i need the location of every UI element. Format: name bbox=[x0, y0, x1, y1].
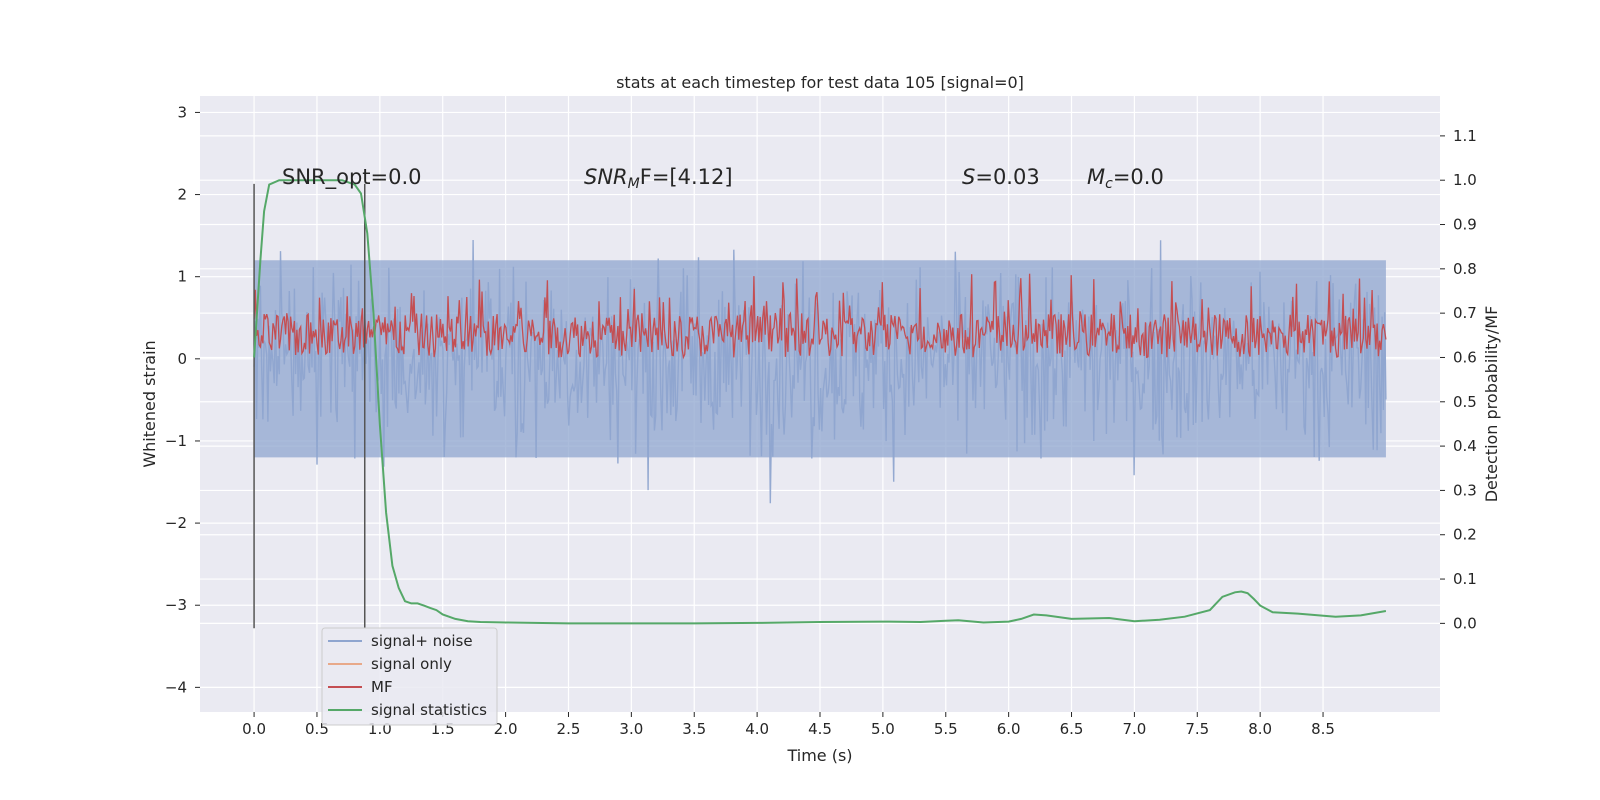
legend: signal+ noise signal only MF signal stat… bbox=[321, 627, 498, 726]
x-tick-label-12: 6.0 bbox=[997, 720, 1021, 738]
y-left-tick-label-7: −4 bbox=[165, 678, 187, 696]
x-tick-label-14: 7.0 bbox=[1122, 720, 1146, 738]
y-right-tick-label-0: 1.1 bbox=[1453, 127, 1477, 145]
y-right-tick-label-3: 0.8 bbox=[1453, 260, 1477, 278]
mc-sub: c bbox=[1105, 176, 1113, 192]
mc-rest: =0.0 bbox=[1113, 165, 1164, 189]
series-line-signal-statistics bbox=[253, 179, 1387, 625]
mc-symbol: M bbox=[1087, 165, 1105, 189]
legend-label-signal-noise: signal+ noise bbox=[371, 632, 473, 650]
x-tick-label-0: 0.0 bbox=[242, 720, 266, 738]
vertical-lines bbox=[253, 183, 366, 629]
y-right-tick-label-1: 1.0 bbox=[1453, 171, 1477, 189]
x-tick-label-9: 4.5 bbox=[808, 720, 832, 738]
x-tick-label-15: 7.5 bbox=[1185, 720, 1209, 738]
y-left-tick-label-6: −3 bbox=[165, 596, 187, 614]
y-right-tick-label-6: 0.5 bbox=[1453, 393, 1477, 411]
legend-label-signal-statistics: signal statistics bbox=[371, 701, 487, 719]
legend-box bbox=[321, 627, 498, 726]
x-tick-label-5: 2.5 bbox=[557, 720, 581, 738]
x-tick-label-6: 3.0 bbox=[619, 720, 643, 738]
annotation-s: S=0.03 bbox=[962, 165, 1040, 189]
snr-mf-sub: M bbox=[628, 176, 640, 192]
y-right-ticks: 1.1 1.0 0.9 0.8 0.7 0.6 0.5 0.4 0.3 0.2 0.1 0.0 bbox=[1440, 127, 1477, 632]
chart-title: stats at each timestep for test data 105… bbox=[616, 73, 1024, 92]
x-tick-label-17: 8.5 bbox=[1311, 720, 1335, 738]
series-band-signal-noise bbox=[254, 260, 1386, 458]
x-tick-label-4: 2.0 bbox=[494, 720, 518, 738]
x-tick-label-10: 5.0 bbox=[871, 720, 895, 738]
y-right-tick-label-9: 0.2 bbox=[1453, 526, 1477, 544]
x-tick-label-7: 3.5 bbox=[682, 720, 706, 738]
y-right-tick-label-4: 0.7 bbox=[1453, 304, 1477, 322]
y-right-tick-label-7: 0.4 bbox=[1453, 437, 1477, 455]
x-ticks: 0.0 0.5 1.0 1.5 2.0 2.5 3.0 3.5 4.0 4.5 5.0 5.5 6.0 6… bbox=[242, 712, 1335, 738]
y-right-tick-label-2: 0.9 bbox=[1453, 216, 1477, 234]
y-left-tick-label-2: 1 bbox=[177, 268, 187, 286]
y-left-tick-label-1: 2 bbox=[177, 186, 187, 204]
y-left-tick-label-0: 3 bbox=[177, 103, 187, 121]
y-right-tick-label-11: 0.0 bbox=[1453, 614, 1477, 632]
y-left-tick-label-4: −1 bbox=[165, 432, 187, 450]
y-left-tick-label-3: 0 bbox=[177, 350, 187, 368]
y-left-tick-label-5: −2 bbox=[165, 514, 187, 532]
y-left-ticks: 3 2 1 0 −1 −2 −3 −4 bbox=[165, 103, 200, 696]
series-mf bbox=[253, 273, 1387, 360]
x-tick-label-8: 4.0 bbox=[745, 720, 769, 738]
y-right-tick-label-5: 0.6 bbox=[1453, 348, 1477, 366]
x-tick-label-16: 8.0 bbox=[1248, 720, 1272, 738]
legend-label-mf: MF bbox=[371, 678, 393, 696]
series-line-mf bbox=[253, 273, 1387, 360]
series-signal-noise bbox=[253, 239, 1387, 504]
series-signal-statistics bbox=[253, 179, 1387, 625]
y-right-axis-label: Detection probability/MF bbox=[1482, 306, 1501, 503]
x-axis-label: Time (s) bbox=[786, 746, 852, 765]
s-symbol: S bbox=[962, 165, 975, 189]
y-right-tick-label-10: 0.1 bbox=[1453, 570, 1477, 588]
annotation-snr-opt: SNR_opt=0.0 bbox=[282, 165, 422, 190]
legend-label-signal-only: signal only bbox=[371, 655, 452, 673]
x-tick-label-13: 6.5 bbox=[1060, 720, 1084, 738]
snr-mf-rest: F=[4.12] bbox=[640, 165, 733, 189]
x-tick-label-11: 5.5 bbox=[934, 720, 958, 738]
snr-mf-base: SNR bbox=[584, 165, 628, 189]
y-right-tick-label-8: 0.3 bbox=[1453, 481, 1477, 499]
annotation-mc: Mc=0.0 bbox=[1087, 165, 1164, 192]
s-rest: =0.03 bbox=[975, 165, 1039, 189]
annotation-snr-mf: SNRMF=[4.12] bbox=[584, 165, 733, 192]
y-left-axis-label: Whitened strain bbox=[140, 340, 159, 467]
